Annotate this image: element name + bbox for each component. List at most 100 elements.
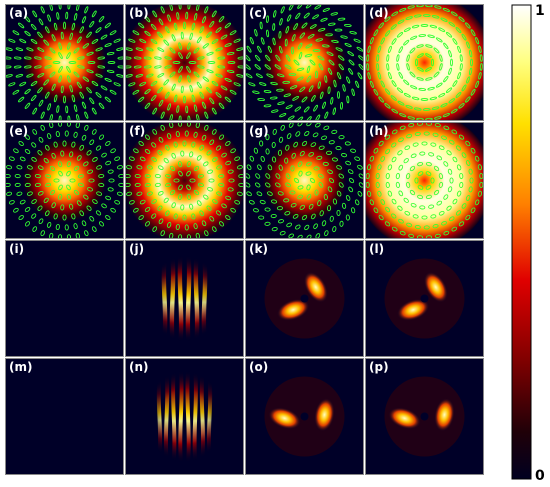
- fringe: [201, 258, 208, 339]
- polarization-ellipse: [86, 69, 94, 74]
- polarization-ellipse: [169, 71, 176, 78]
- polarization-ellipse: [416, 44, 424, 48]
- polarization-ellipse: [377, 72, 382, 80]
- panel-border: [365, 358, 484, 475]
- polarization-ellipse: [107, 169, 114, 174]
- polarization-ellipse: [285, 182, 291, 188]
- polarization-ellipse: [406, 133, 413, 139]
- polarization-ellipse: [136, 165, 143, 170]
- polarization-ellipse: [438, 210, 445, 216]
- polarization-ellipse: [466, 41, 471, 49]
- polarization-ellipse: [197, 173, 204, 179]
- polarization-ellipse: [366, 54, 370, 62]
- twin-lobes: [264, 258, 345, 339]
- polarization-ellipse: [96, 191, 103, 196]
- polarization-ellipse: [377, 45, 382, 53]
- polarization-ellipse: [378, 140, 384, 147]
- polarization-ellipse: [216, 191, 223, 196]
- polarization-ellipse: [450, 58, 453, 67]
- polarization-ellipse: [164, 56, 172, 60]
- polarization-ellipse: [107, 61, 116, 64]
- polarization-ellipse: [357, 72, 363, 80]
- polarization-ellipse: [246, 191, 252, 197]
- polarization-ellipse: [254, 64, 261, 70]
- polarization-ellipse: [443, 194, 449, 200]
- polarization-ellipse: [290, 165, 295, 172]
- polarization-ellipse: [327, 67, 333, 75]
- polarization-ellipse: [66, 65, 71, 73]
- polarization-ellipse: [423, 131, 430, 136]
- polarization-ellipse: [468, 168, 473, 175]
- polarization-ellipse: [66, 161, 72, 168]
- polarization-ellipse: [278, 30, 282, 39]
- polarization-ellipse: [160, 111, 165, 119]
- polarization-ellipse: [163, 157, 169, 164]
- polarization-ellipse: [255, 182, 261, 188]
- polarization-ellipse: [160, 124, 165, 131]
- polarization-ellipse: [354, 156, 361, 161]
- polarization-ellipse: [410, 202, 417, 208]
- polarization-ellipse: [297, 42, 303, 50]
- polarization-ellipse: [226, 69, 235, 74]
- polarization-ellipse: [19, 38, 27, 44]
- polarization-ellipse: [66, 234, 72, 239]
- polarization-ellipse: [397, 19, 405, 25]
- polarization-ellipse: [45, 182, 52, 188]
- polarization-ellipse: [152, 226, 158, 232]
- polarization-ellipse: [126, 165, 133, 170]
- polarization-ellipse: [73, 189, 80, 196]
- polarization-ellipse: [92, 157, 98, 162]
- polarization-ellipse: [158, 218, 164, 225]
- polarization-ellipse: [265, 134, 270, 141]
- panel-label: (g): [249, 124, 269, 138]
- polarization-ellipse: [193, 165, 200, 172]
- polarization-ellipse: [37, 205, 43, 211]
- panel-c: (c): [245, 4, 364, 121]
- polarization-ellipse: [315, 70, 318, 79]
- polarization-ellipse: [458, 16, 465, 22]
- polarization-ellipse: [385, 173, 390, 180]
- polarization-ellipse: [34, 173, 41, 179]
- polarization-ellipse: [73, 47, 80, 54]
- polarization-ellipse: [252, 90, 260, 94]
- polarization-ellipse: [284, 38, 288, 47]
- polarization-ellipse: [146, 47, 154, 52]
- polarization-ellipse: [13, 56, 22, 60]
- polarization-ellipse: [158, 136, 164, 143]
- polarization-ellipse: [19, 81, 27, 87]
- polarization-ellipse: [346, 76, 351, 84]
- polarization-ellipse: [186, 170, 191, 177]
- polarization-ellipse: [396, 87, 404, 94]
- panel-label: (a): [9, 6, 28, 20]
- polarization-ellipse: [186, 122, 192, 127]
- polarization-ellipse: [430, 177, 435, 184]
- polarization-ellipse: [104, 96, 111, 103]
- polarization-ellipse: [66, 184, 71, 191]
- polarization-ellipse: [396, 63, 400, 71]
- polarization-ellipse: [34, 65, 42, 69]
- polarization-ellipse: [297, 194, 303, 200]
- polarization-ellipse: [47, 14, 52, 22]
- polarization-ellipse: [308, 203, 314, 210]
- polarization-ellipse: [457, 71, 462, 80]
- polarization-ellipse: [157, 205, 163, 211]
- colorbar-min-label: 0: [535, 468, 545, 484]
- polarization-ellipse: [6, 191, 13, 196]
- polarization-ellipse: [144, 16, 151, 23]
- polarization-ellipse: [417, 67, 424, 72]
- polarization-ellipse: [52, 61, 61, 64]
- lobe: [268, 407, 301, 430]
- panel-b: (b): [125, 4, 244, 121]
- polarization-ellipse: [293, 59, 300, 66]
- polarization-ellipse: [37, 165, 44, 170]
- polarization-ellipse: [196, 200, 202, 206]
- polarization-ellipse: [178, 42, 182, 50]
- panel-label: (m): [9, 360, 32, 374]
- polarization-ellipse: [218, 102, 225, 109]
- polarization-ellipse: [225, 140, 231, 147]
- polarization-ellipse: [275, 54, 281, 62]
- polarization-ellipse: [37, 31, 43, 38]
- polarization-ellipse: [306, 161, 312, 167]
- polarization-ellipse: [104, 43, 112, 48]
